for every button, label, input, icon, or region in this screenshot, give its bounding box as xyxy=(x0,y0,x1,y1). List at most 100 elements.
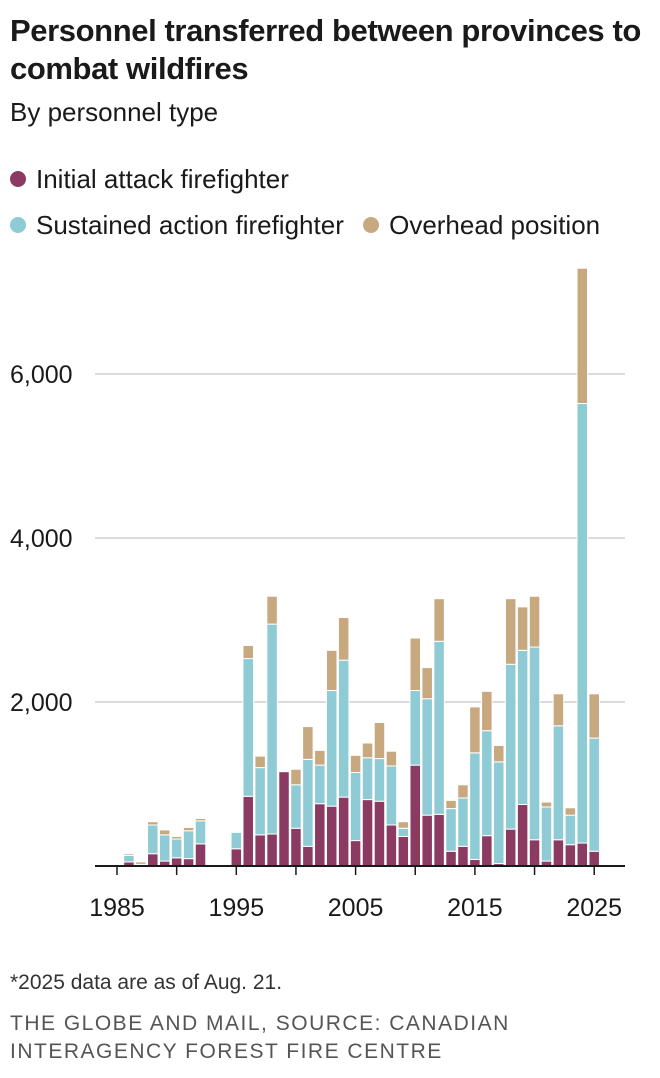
bar-segment xyxy=(123,853,135,856)
bar-segment xyxy=(469,706,481,754)
bar-segment xyxy=(147,853,159,867)
bar-segment xyxy=(302,845,314,867)
legend-swatch-sustained-action xyxy=(10,217,26,233)
legend-label-overhead: Overhead position xyxy=(389,210,601,240)
bar-segment xyxy=(493,761,505,865)
legend-item-overhead: Overhead position xyxy=(363,202,600,248)
bar-segment xyxy=(266,833,278,867)
bar-segment xyxy=(528,839,541,867)
bar-segment xyxy=(373,758,386,802)
bar-segment xyxy=(528,646,541,841)
bar-segment xyxy=(254,834,266,867)
bar-segment xyxy=(552,725,565,841)
bar-segment xyxy=(457,784,469,799)
bar-segment xyxy=(433,813,445,867)
bar-segment xyxy=(457,797,469,847)
bar-segment xyxy=(302,726,314,760)
bar-segment xyxy=(409,637,421,692)
bar-segment xyxy=(552,693,565,727)
bar-segment xyxy=(564,807,577,816)
bar-segment xyxy=(493,744,505,763)
bar-segment xyxy=(158,829,171,836)
bar-segment xyxy=(445,808,457,852)
bar-segment xyxy=(540,801,553,808)
x-tick-label: 2025 xyxy=(566,894,622,922)
bar-segment xyxy=(123,854,135,863)
x-tick-label: 2005 xyxy=(328,894,384,922)
bar-segment xyxy=(314,749,326,766)
bar-segment xyxy=(337,796,350,867)
bar-segment xyxy=(397,835,410,867)
legend-swatch-overhead xyxy=(363,217,380,233)
bar-segment xyxy=(194,843,207,867)
bar-segment xyxy=(504,663,517,830)
bar-segment xyxy=(182,826,195,832)
bar-segment xyxy=(194,817,207,822)
bar-segment xyxy=(266,595,278,625)
bar-segment xyxy=(314,803,326,867)
bar-segment xyxy=(504,598,517,665)
bar-segment xyxy=(576,267,589,405)
footnote: *2025 data are as of Aug. 21. xyxy=(10,971,283,994)
bar-segment xyxy=(576,403,589,844)
bar-segment xyxy=(194,820,207,845)
bar-segment xyxy=(552,839,565,867)
bar-segment xyxy=(457,845,469,867)
bar-segment xyxy=(230,831,243,850)
bar-segment xyxy=(373,800,386,867)
bar-segment xyxy=(182,830,195,860)
legend-item-initial-attack: Initial attack firefighter xyxy=(10,156,289,202)
bar-segment xyxy=(409,764,421,867)
bar-segment xyxy=(314,764,326,805)
x-tick-label: 1985 xyxy=(89,894,145,922)
bar-segment xyxy=(433,640,445,815)
chart-title: Personnel transferred between provinces … xyxy=(10,13,641,86)
bar-segment xyxy=(266,623,278,835)
bar-segment xyxy=(588,737,600,852)
bar-segment xyxy=(481,730,493,837)
bar-segment xyxy=(564,814,577,846)
bar-segment xyxy=(385,750,398,767)
bar-segment xyxy=(421,667,433,700)
bar-segment xyxy=(397,827,410,837)
bar-segment xyxy=(540,806,553,862)
bar-segment xyxy=(516,606,529,651)
bar-segment xyxy=(349,840,362,867)
legend-item-sustained-action: Sustained action firefighter xyxy=(10,202,344,248)
stacked-bar-chart: 2,000 4,000 6,000 1985 1995 2005 2015 2025 xyxy=(10,267,625,922)
x-tick-label: 2015 xyxy=(447,894,503,922)
bar-segment xyxy=(147,824,159,855)
bar-segment xyxy=(302,758,314,847)
bar-segment xyxy=(325,649,338,692)
bar-segment xyxy=(182,858,195,867)
legend-label-initial-attack: Initial attack firefighter xyxy=(36,164,289,194)
bar-segment xyxy=(230,848,243,867)
bar-segment xyxy=(290,827,302,867)
bar-segment xyxy=(337,659,350,798)
bar-segment xyxy=(516,649,529,805)
bar-segment xyxy=(170,838,183,859)
bar-segment xyxy=(170,835,183,840)
bar-segment xyxy=(481,835,493,867)
bar-segment xyxy=(504,828,517,867)
bar-segment xyxy=(469,752,481,860)
bar-segment xyxy=(158,834,171,862)
bar-segment xyxy=(528,595,541,648)
bar-segment xyxy=(385,824,398,867)
bar-segment xyxy=(373,722,386,760)
bar-segment xyxy=(290,768,302,786)
legend: Initial attack firefighter Sustained act… xyxy=(10,156,650,248)
bar-segment xyxy=(361,742,374,759)
bar-segment xyxy=(421,814,433,867)
bar-segment xyxy=(290,784,302,829)
bar-segment xyxy=(325,690,338,807)
y-tick-label: 4,000 xyxy=(10,525,73,553)
legend-swatch-initial-attack xyxy=(10,171,26,187)
bar-segment xyxy=(147,821,159,826)
bar-segment xyxy=(337,617,350,661)
chart-subtitle: By personnel type xyxy=(10,97,219,127)
bar-segment xyxy=(170,857,183,867)
bar-segment xyxy=(385,765,398,826)
bar-segment xyxy=(433,598,445,642)
bar-segment xyxy=(242,658,254,797)
